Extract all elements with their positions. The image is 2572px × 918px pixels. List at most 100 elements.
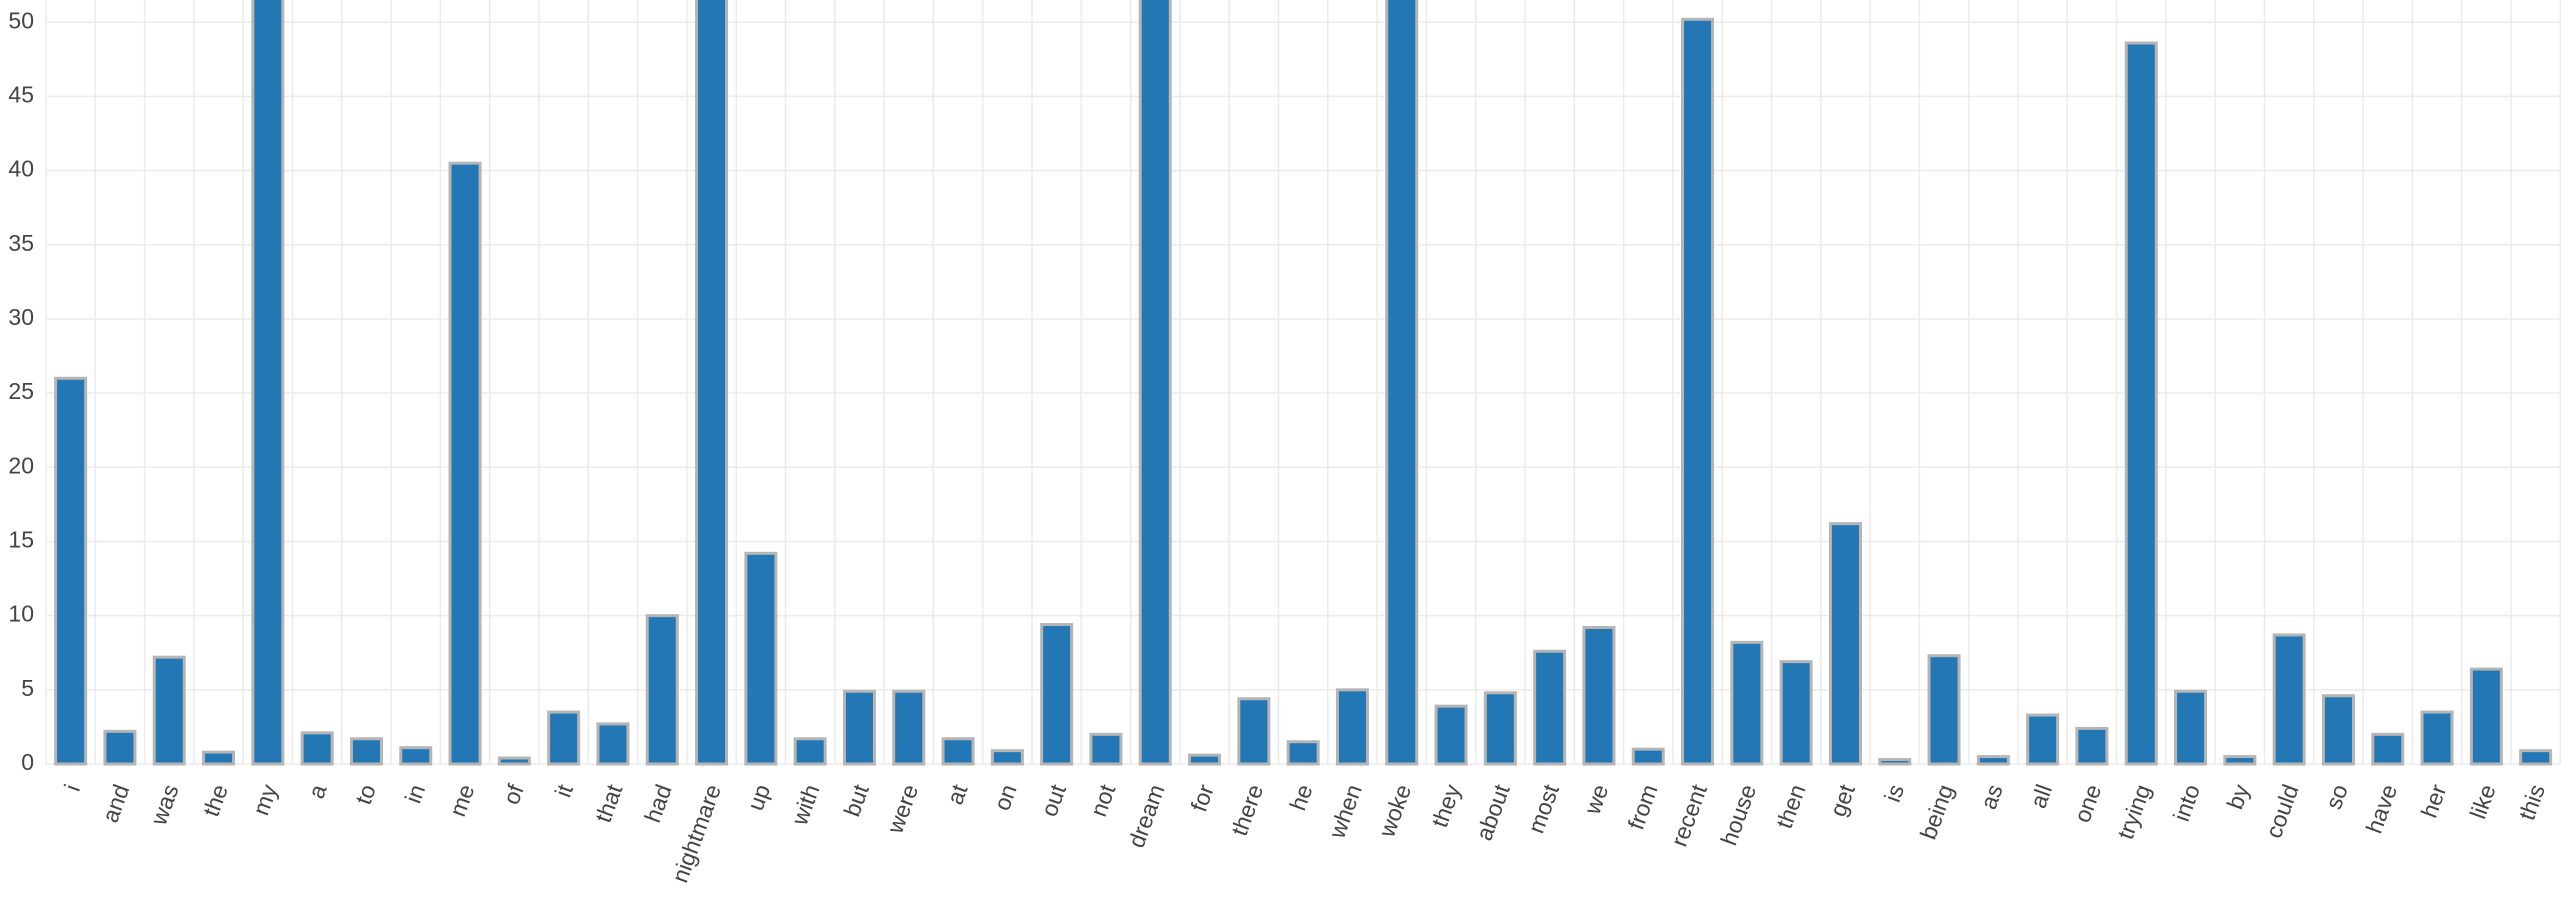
x-tick-label: me xyxy=(444,781,479,820)
bar xyxy=(1483,691,1517,766)
bar xyxy=(1138,0,1172,766)
bar xyxy=(103,729,137,766)
bar xyxy=(54,376,88,766)
y-tick-label: 15 xyxy=(8,527,34,553)
bar xyxy=(2026,713,2060,766)
x-tick-label: with xyxy=(786,781,825,829)
x-tick-label: for xyxy=(1185,781,1219,815)
x-tick-label: not xyxy=(1085,780,1121,820)
x-tick-label: on xyxy=(989,781,1022,814)
x-tick-label: and xyxy=(97,781,135,826)
x-tick-label: being xyxy=(1915,781,1959,843)
x-tick-label: this xyxy=(2513,781,2550,824)
x-tick-label: recent xyxy=(1666,780,1713,850)
bar xyxy=(1976,755,2010,766)
x-tick-label: like xyxy=(2465,781,2501,822)
y-tick-label: 40 xyxy=(8,156,34,182)
bar xyxy=(1089,732,1123,766)
bar xyxy=(448,161,482,766)
x-tick-label: that xyxy=(590,780,628,826)
x-tick-label: is xyxy=(1879,781,1909,806)
x-tick-label: we xyxy=(1579,781,1614,818)
x-tick-label: but xyxy=(838,780,874,820)
bar xyxy=(2174,689,2208,766)
bar xyxy=(2321,694,2355,766)
bar xyxy=(1533,649,1567,766)
bar xyxy=(941,737,975,766)
x-tick-label: a xyxy=(303,781,332,802)
bar xyxy=(399,746,433,766)
x-tick-label: have xyxy=(2361,781,2402,837)
y-tick-label: 5 xyxy=(21,675,34,701)
bar xyxy=(1237,697,1271,766)
y-tick-label: 0 xyxy=(21,749,34,775)
x-tick-label: out xyxy=(1036,780,1072,820)
x-tick-label: of xyxy=(498,780,529,807)
x-tick-label: could xyxy=(2260,781,2303,842)
bar xyxy=(2420,710,2454,766)
bar xyxy=(1927,654,1961,766)
x-tick-label: in xyxy=(400,781,431,807)
bar xyxy=(596,722,630,766)
grid xyxy=(45,0,2562,765)
x-tick-label: by xyxy=(2222,780,2255,812)
x-tick-label: it xyxy=(550,780,579,800)
x-tick-label: was xyxy=(145,781,184,829)
x-tick-label: most xyxy=(1523,780,1565,836)
x-tick-label: into xyxy=(2168,781,2205,825)
bar xyxy=(1188,753,1222,766)
bar xyxy=(1286,740,1320,766)
bar xyxy=(695,0,729,766)
bar xyxy=(2124,41,2158,766)
bar xyxy=(1040,623,1074,766)
bar xyxy=(892,689,926,766)
x-tick-label: there xyxy=(1226,781,1268,839)
x-tick-label: up xyxy=(742,781,775,814)
y-tick-label: 10 xyxy=(8,601,34,627)
bar xyxy=(1878,758,1912,766)
x-tick-label: nightmare xyxy=(667,781,726,886)
x-tick-label: dream xyxy=(1123,781,1170,851)
x-tick-label: house xyxy=(1715,781,1761,849)
y-tick-label: 30 xyxy=(8,304,34,330)
x-tick-label: i xyxy=(59,781,85,795)
x-tick-label: as xyxy=(1975,781,2008,813)
x-tick-label: to xyxy=(350,781,381,808)
bar xyxy=(645,614,679,766)
bar xyxy=(2371,732,2405,766)
bar xyxy=(1335,688,1369,766)
y-tick-label: 45 xyxy=(8,82,34,108)
x-tick-label: my xyxy=(247,780,282,818)
bar xyxy=(547,710,581,766)
bar xyxy=(202,750,236,766)
bar xyxy=(1385,0,1419,766)
x-tick-label: one xyxy=(2069,781,2107,826)
x-tick-label: all xyxy=(2025,781,2057,812)
x-tick-label: had xyxy=(639,781,677,826)
bar xyxy=(793,737,827,766)
bar xyxy=(349,737,383,766)
bar xyxy=(2223,755,2257,766)
bar xyxy=(2075,726,2109,766)
bar xyxy=(744,551,778,766)
bar xyxy=(2272,633,2306,766)
bar xyxy=(300,731,334,766)
x-tick-label: when xyxy=(1323,781,1367,843)
x-tick-label: he xyxy=(1284,781,1317,814)
bar xyxy=(152,655,186,766)
bar xyxy=(2469,667,2503,766)
bar xyxy=(2519,749,2553,766)
bar xyxy=(1779,660,1813,766)
y-tick-label: 20 xyxy=(8,452,34,478)
x-tick-label: about xyxy=(1471,780,1515,844)
x-tick-label: her xyxy=(2416,781,2452,821)
bar xyxy=(1434,704,1468,766)
bar xyxy=(497,756,531,766)
bar xyxy=(842,689,876,766)
x-tick-label: then xyxy=(1771,781,1811,832)
x-tick-label: trying xyxy=(2112,781,2156,843)
bar xyxy=(1631,747,1665,766)
x-tick-label: they xyxy=(1426,780,1465,830)
y-tick-label: 35 xyxy=(8,230,34,256)
